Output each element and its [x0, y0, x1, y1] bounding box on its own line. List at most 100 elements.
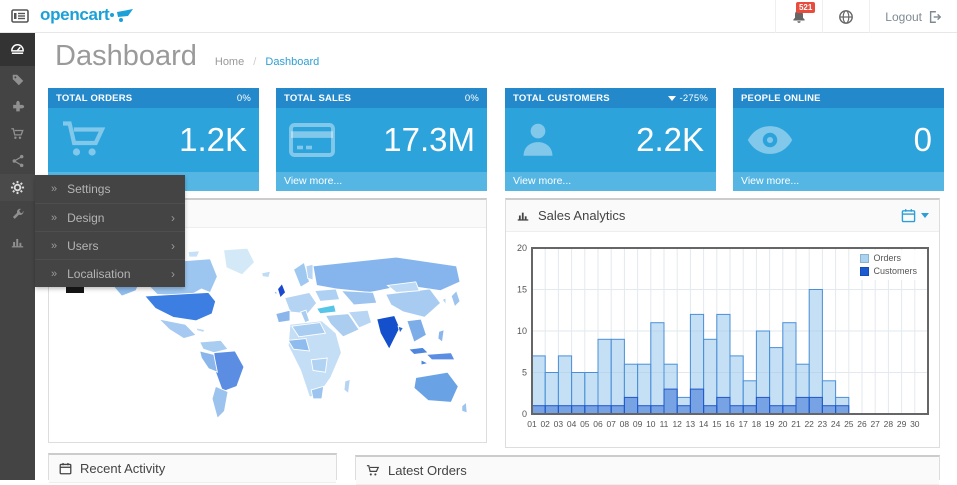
view-more-link[interactable]: View more...	[276, 172, 487, 191]
shopping-cart-icon	[63, 121, 106, 156]
flyout-item-settings[interactable]: » Settings	[51, 182, 111, 196]
sidebar-item-tools[interactable]	[0, 201, 35, 228]
svg-text:30: 30	[910, 419, 920, 429]
topbar-actions: 521 Logout	[775, 0, 957, 33]
svg-text:20: 20	[517, 243, 527, 253]
bar-chart-icon	[517, 212, 529, 221]
svg-text:19: 19	[765, 419, 775, 429]
recent-activity-header: Recent Activity	[49, 455, 336, 483]
reports-chart-icon	[11, 238, 24, 247]
credit-card-icon	[289, 123, 335, 157]
opencart-logo[interactable]: opencart	[40, 5, 135, 25]
calendar-icon	[59, 462, 72, 475]
breadcrumb-current-link[interactable]: Dashboard	[265, 56, 320, 68]
world-map[interactable]	[104, 237, 476, 433]
system-gear-icon	[10, 180, 25, 195]
globe-icon	[839, 9, 854, 24]
card-change: -275%	[667, 93, 708, 104]
logout-button[interactable]: Logout	[869, 0, 957, 33]
cart-icon	[366, 465, 380, 476]
svg-text:5: 5	[522, 368, 527, 378]
flyout-item-design[interactable]: » Design ›	[35, 203, 185, 231]
user-icon	[523, 123, 553, 156]
sidebar-item-reports[interactable]	[0, 228, 35, 255]
calendar-icon	[901, 209, 916, 223]
flyout-item-users[interactable]: » Users ›	[35, 231, 185, 259]
catalog-tag-icon	[12, 74, 23, 85]
svg-text:10: 10	[646, 419, 656, 429]
svg-text:26: 26	[857, 419, 867, 429]
svg-text:21: 21	[791, 419, 801, 429]
card-change: 0%	[464, 92, 479, 104]
latest-orders-header: Latest Orders	[356, 457, 939, 485]
extensions-icon	[12, 100, 24, 111]
logout-label: Logout	[885, 9, 922, 24]
notifications-button[interactable]: 521	[775, 0, 822, 33]
svg-text:18: 18	[752, 419, 762, 429]
svg-text:28: 28	[884, 419, 894, 429]
sidebar-item-extensions[interactable]	[0, 93, 35, 120]
double-angle-icon: »	[51, 239, 58, 252]
sidebar-item-sales[interactable]	[0, 120, 35, 147]
tools-wrench-icon	[12, 208, 23, 219]
sidebar-item-marketing[interactable]	[0, 147, 35, 174]
card-title: TOTAL ORDERS	[56, 92, 133, 104]
chart-legend: Orders Customers	[856, 250, 921, 280]
people-online-card: PEOPLE ONLINE 0 View more...	[733, 88, 944, 191]
svg-text:05: 05	[580, 419, 590, 429]
svg-text:01: 01	[527, 419, 537, 429]
eye-icon	[747, 126, 793, 154]
logo-text: opencart	[40, 5, 110, 24]
system-flyout-menu: » Settings » Design › » Users › » Locali…	[35, 175, 185, 287]
legend-item: Customers	[860, 265, 917, 278]
page-title: Dashboard	[55, 40, 197, 72]
flyout-notch	[66, 287, 84, 293]
svg-text:04: 04	[567, 419, 577, 429]
sidebar-item-system[interactable]	[0, 174, 35, 201]
svg-text:27: 27	[870, 419, 880, 429]
card-value: 0	[913, 121, 932, 158]
sales-analytics-panel: Sales Analytics 0 5 10 15 20 01 02 03 04 05 06 07 08…	[505, 198, 940, 448]
svg-text:03: 03	[554, 419, 564, 429]
svg-text:20: 20	[778, 419, 788, 429]
svg-text:08: 08	[620, 419, 630, 429]
card-value: 1.2K	[179, 121, 247, 158]
recent-activity-panel: Recent Activity	[48, 453, 337, 483]
flyout-item-localisation[interactable]: » Localisation ›	[35, 259, 185, 287]
card-title: TOTAL CUSTOMERS	[513, 92, 610, 104]
menu-toggle-icon[interactable]	[11, 8, 29, 24]
sales-cart-icon	[11, 127, 24, 139]
svg-text:07: 07	[606, 419, 616, 429]
svg-text:24: 24	[831, 419, 841, 429]
view-more-link[interactable]: View more...	[505, 172, 716, 191]
card-value: 2.2K	[636, 121, 704, 158]
chevron-right-icon: ›	[171, 238, 175, 253]
svg-text:09: 09	[633, 419, 643, 429]
double-angle-icon: »	[51, 183, 58, 195]
svg-text:23: 23	[818, 419, 828, 429]
sidebar-item-dashboard[interactable]	[0, 33, 35, 66]
double-angle-icon: »	[51, 267, 58, 280]
notification-badge: 521	[795, 2, 816, 13]
caret-down-icon	[921, 213, 929, 218]
breadcrumb-home-link[interactable]: Home	[214, 56, 245, 68]
view-more-link[interactable]: View more...	[733, 172, 944, 191]
card-value: 17.3M	[383, 121, 475, 158]
svg-text:16: 16	[725, 419, 735, 429]
date-range-button[interactable]	[901, 208, 929, 223]
top-header: opencart 521 Logout	[0, 0, 957, 33]
svg-text:17: 17	[738, 419, 748, 429]
double-angle-icon: »	[51, 211, 58, 224]
panel-title: Recent Activity	[80, 461, 166, 476]
breadcrumb-separator: /	[253, 56, 257, 68]
card-title: TOTAL SALES	[284, 92, 352, 104]
svg-text:29: 29	[897, 419, 907, 429]
svg-text:11: 11	[660, 419, 669, 429]
legend-item: Orders	[860, 252, 917, 265]
legend-swatch	[860, 254, 870, 263]
svg-text:0: 0	[522, 409, 527, 419]
total-sales-card: TOTAL SALES 0% 17.3M View more...	[276, 88, 487, 191]
stores-button[interactable]	[822, 0, 869, 33]
sidebar-item-catalog[interactable]	[0, 66, 35, 93]
svg-text:02: 02	[540, 419, 550, 429]
